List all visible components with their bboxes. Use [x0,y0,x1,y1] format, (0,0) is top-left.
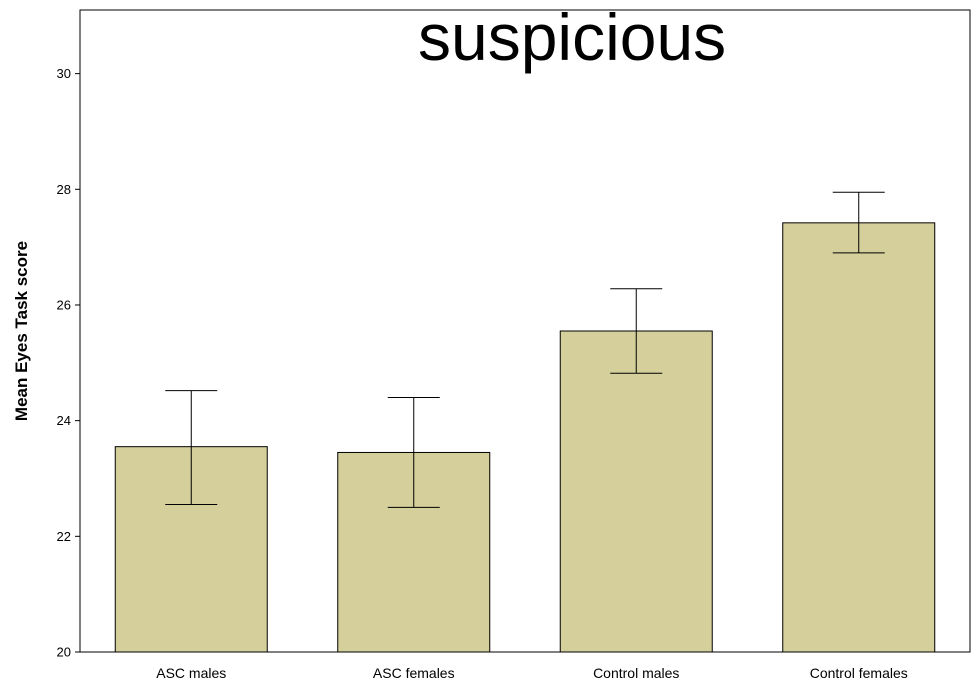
y-tick-label: 30 [57,66,71,81]
y-axis-ticks: 20 22 24 26 28 30 [57,66,80,660]
y-tick-label: 24 [57,413,71,428]
bar [559,330,713,653]
x-tick-label: Control males [593,665,679,681]
x-tick-label: ASC females [373,665,455,681]
x-tick-label: Control females [810,665,908,681]
y-tick-label: 20 [57,645,71,660]
y-tick-label: 28 [57,182,71,197]
x-tick-label: ASC males [156,665,226,681]
bar [782,222,936,653]
y-tick-label: 22 [57,529,71,544]
x-axis-labels: ASC males ASC females Control males Control… [156,665,908,681]
bars-group [114,222,936,653]
overlay-title: suspicious [418,0,727,74]
y-axis-title: Mean Eyes Task score [12,241,31,421]
error-bars-group [165,191,885,508]
y-tick-label: 26 [57,297,71,312]
plot-frame [79,9,971,653]
